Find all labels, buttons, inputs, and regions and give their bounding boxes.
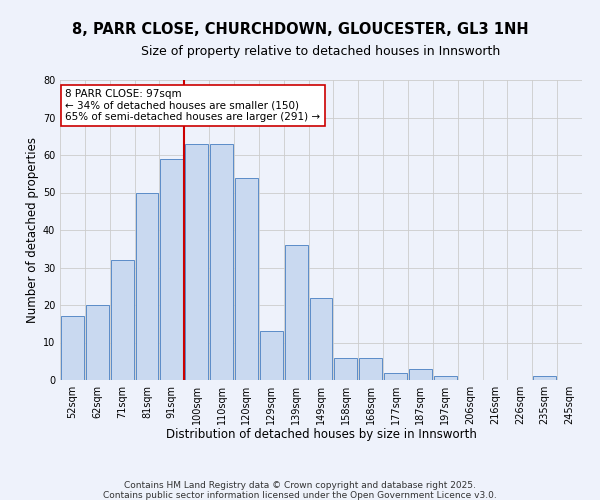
Bar bbox=[409, 369, 432, 380]
Bar bbox=[86, 305, 109, 380]
Text: 8, PARR CLOSE, CHURCHDOWN, GLOUCESTER, GL3 1NH: 8, PARR CLOSE, CHURCHDOWN, GLOUCESTER, G… bbox=[71, 22, 529, 38]
Bar bbox=[111, 260, 134, 380]
Text: 8 PARR CLOSE: 97sqm
← 34% of detached houses are smaller (150)
65% of semi-detac: 8 PARR CLOSE: 97sqm ← 34% of detached ho… bbox=[65, 89, 320, 122]
Bar bbox=[210, 144, 233, 380]
Bar bbox=[61, 316, 84, 380]
Bar bbox=[434, 376, 457, 380]
Bar bbox=[235, 178, 258, 380]
Bar bbox=[185, 144, 208, 380]
Bar bbox=[136, 192, 158, 380]
Bar bbox=[384, 372, 407, 380]
Bar bbox=[334, 358, 357, 380]
Bar bbox=[160, 159, 183, 380]
X-axis label: Distribution of detached houses by size in Innsworth: Distribution of detached houses by size … bbox=[166, 428, 476, 442]
Bar bbox=[359, 358, 382, 380]
Text: Contains public sector information licensed under the Open Government Licence v3: Contains public sector information licen… bbox=[103, 491, 497, 500]
Y-axis label: Number of detached properties: Number of detached properties bbox=[26, 137, 38, 323]
Bar bbox=[533, 376, 556, 380]
Bar bbox=[285, 245, 308, 380]
Text: Contains HM Land Registry data © Crown copyright and database right 2025.: Contains HM Land Registry data © Crown c… bbox=[124, 481, 476, 490]
Bar bbox=[310, 298, 332, 380]
Bar bbox=[260, 331, 283, 380]
Title: Size of property relative to detached houses in Innsworth: Size of property relative to detached ho… bbox=[142, 45, 500, 58]
